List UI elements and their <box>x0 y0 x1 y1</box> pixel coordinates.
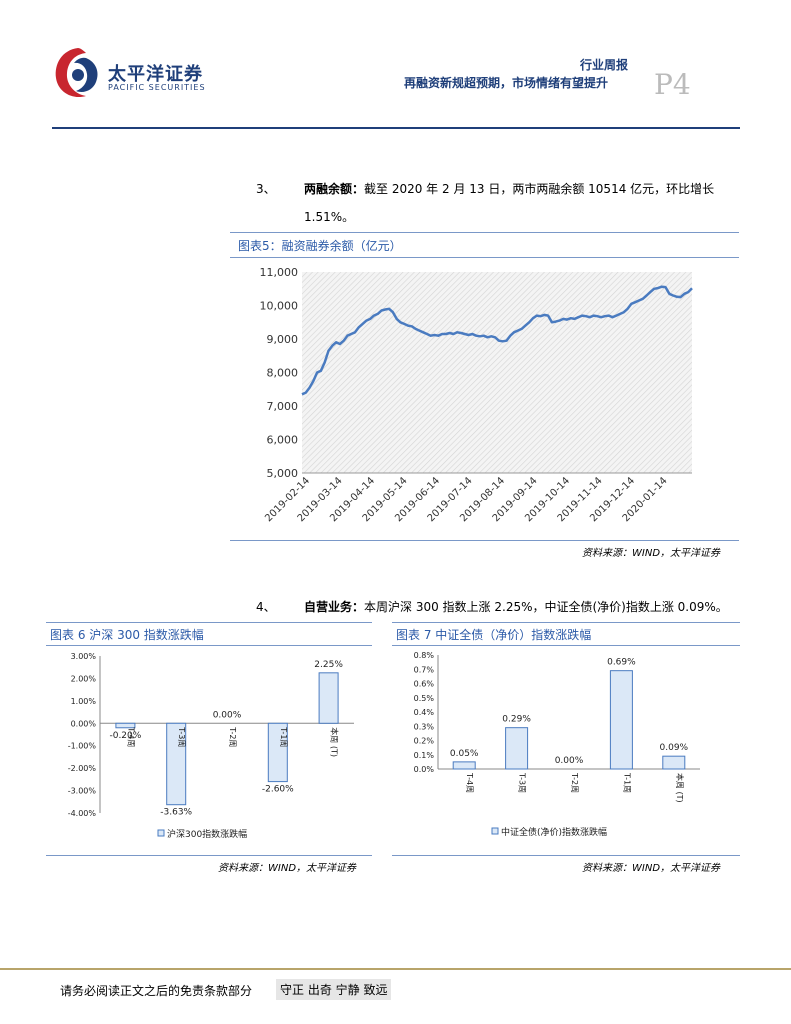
section-3-text-line2: 1.51%。 <box>304 210 355 224</box>
y-tick-label: -2.00% <box>68 764 97 773</box>
y-tick-label: 0.3% <box>414 722 435 731</box>
y-tick-label: 11,000 <box>260 266 299 279</box>
y-tick-label: 0.0% <box>414 765 435 774</box>
section-4-heading: 自营业务： <box>304 600 365 614</box>
section-3-number: 3、 <box>256 182 276 196</box>
x-tick-label: T-1周 <box>622 772 631 793</box>
bar <box>115 722 136 729</box>
y-tick-label: -4.00% <box>68 809 97 818</box>
bar <box>609 670 633 770</box>
y-tick-label: 8,000 <box>267 367 299 380</box>
series-line <box>301 285 693 396</box>
figure-5-source: 资料来源：WIND，太平洋证券 <box>582 548 721 559</box>
y-tick-label: -1.00% <box>68 742 97 751</box>
section-3-heading: 两融余额： <box>304 182 365 196</box>
y-tick-label: 3.00% <box>71 652 97 661</box>
data-label: 0.69% <box>607 658 636 668</box>
bar <box>505 727 529 770</box>
y-tick-label: 10,000 <box>260 300 299 313</box>
x-tick-label: T-3周 <box>518 772 527 793</box>
figure-5-title: 图表5：融资融券余额（亿元） <box>238 239 402 253</box>
section-4-paragraph: 自营业务：本周沪深 300 指数上涨 2.25%，中证全债(净价)指数上涨 0.… <box>304 600 744 614</box>
x-tick-label: T-4周 <box>465 772 474 793</box>
report-title: 再融资新规超预期，市场情绪有望提升 <box>404 76 609 90</box>
x-tick-label: 本周 (T) <box>675 773 685 803</box>
y-tick-label: 5,000 <box>267 467 299 480</box>
bar <box>662 755 686 770</box>
x-tick-label: T-3周 <box>177 726 186 747</box>
figure-5-bottom-rule <box>230 540 739 541</box>
y-tick-label: 0.5% <box>414 694 435 703</box>
data-label: 2.25% <box>314 660 343 670</box>
x-tick-label: 本周 (T) <box>330 727 340 757</box>
data-label: -0.20% <box>109 731 141 741</box>
y-tick-label: 0.1% <box>414 751 435 760</box>
figure-6-bottom-rule <box>46 855 372 856</box>
figure-5-title-bar <box>230 232 739 258</box>
data-label: 0.00% <box>213 710 242 720</box>
x-tick-label: T-1周 <box>279 726 288 747</box>
figure-7-bottom-rule <box>392 855 740 856</box>
y-tick-label: 0.2% <box>414 737 435 746</box>
logo-name-en: PACIFIC SECURITIES <box>108 83 206 92</box>
figure-7-title-bar <box>392 622 740 646</box>
report-type: 行业周报 <box>580 58 629 72</box>
footer-motto: 守正 出奇 宁静 致远 <box>276 979 392 1000</box>
data-label: -2.60% <box>262 785 294 795</box>
x-tick-label: T-2周 <box>228 726 237 747</box>
legend-label: 中证全债(净价)指数涨跌幅 <box>501 826 607 838</box>
footer-rule <box>0 968 791 970</box>
x-tick-label: T-4周 <box>126 726 135 747</box>
data-label: 0.05% <box>450 749 479 759</box>
figure-6-title: 图表 6 沪深 300 指数涨跌幅 <box>50 628 204 642</box>
logo-name-cn: 太平洋证券 <box>108 64 203 85</box>
csi-bond-bar-chart: 0.8% 0.7% 0.6% 0.5% 0.4% 0.3% 0.2% 0.1% 0.0% 0.05… <box>414 651 700 838</box>
data-label: 0.09% <box>660 743 689 753</box>
financing-balance-line-chart: 5,0006,0007,0008,0009,00010,00011,000201… <box>260 266 693 524</box>
bar <box>166 722 187 806</box>
section-3-text: 截至 2020 年 2 月 13 日，两市两融余额 10514 亿元，环比增长 <box>364 182 715 196</box>
y-tick-label: -3.00% <box>68 787 97 796</box>
data-label: 0.00% <box>555 756 584 766</box>
x-tick-label: T-2周 <box>570 772 579 793</box>
y-tick-label: 1.00% <box>71 697 97 706</box>
page-number: P4 <box>654 68 691 101</box>
figure-6-title-bar <box>46 622 372 646</box>
bar <box>452 761 476 770</box>
bar <box>318 672 339 724</box>
y-tick-label: 0.00% <box>71 719 97 728</box>
y-tick-label: 6,000 <box>267 434 299 447</box>
hs300-bar-chart: 3.00% 2.00% 1.00% 0.00% -1.00% -2.00% -3.00% -4… <box>68 652 354 840</box>
section-4-number: 4、 <box>256 600 276 614</box>
data-label: 0.29% <box>502 715 531 725</box>
y-tick-label: 0.8% <box>414 651 435 660</box>
y-tick-label: 9,000 <box>267 333 299 346</box>
y-tick-label: 0.6% <box>414 680 435 689</box>
plot-area-hatch <box>302 272 692 473</box>
legend-label: 沪深300指数涨跌幅 <box>167 828 247 840</box>
section-3-paragraph: 两融余额：截至 2020 年 2 月 13 日，两市两融余额 10514 亿元，… <box>304 182 744 196</box>
figure-6-source: 资料来源：WIND，太平洋证券 <box>218 863 357 874</box>
figure-7-title: 图表 7 中证全债（净价）指数涨跌幅 <box>396 628 592 642</box>
data-label: -3.63% <box>160 808 192 818</box>
y-tick-label: 2.00% <box>71 674 97 683</box>
legend-swatch <box>157 829 165 837</box>
section-4-text: 本周沪深 300 指数上涨 2.25%，中证全债(净价)指数上涨 0.09%。 <box>364 600 728 614</box>
y-tick-label: 7,000 <box>267 400 299 413</box>
y-tick-label: 0.4% <box>414 708 435 717</box>
y-tick-label: 0.7% <box>414 665 435 674</box>
header-rule <box>52 127 740 129</box>
pacific-logo-icon <box>55 48 98 98</box>
legend-swatch <box>491 827 499 835</box>
figure-7-source: 资料来源：WIND，太平洋证券 <box>582 863 721 874</box>
bar <box>267 722 288 783</box>
footer-disclaimer: 请务必阅读正文之后的免责条款部分 <box>60 984 253 998</box>
